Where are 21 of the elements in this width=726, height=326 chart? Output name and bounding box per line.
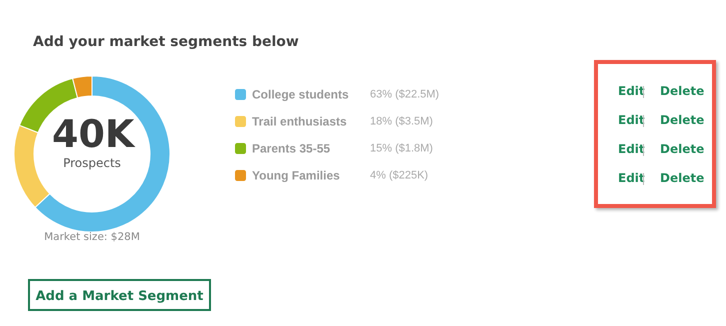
data-label: 4% ($225K) [370,170,428,182]
legend-label: Trail enthusiasts [252,114,348,128]
text: Edit [618,84,645,98]
legend-label: Young Families [252,168,340,182]
data-label: 63% ($22.5M) [370,88,440,100]
text: Delete [660,142,704,156]
text: Market size: $28M [43,231,141,243]
text: 40K [52,112,134,156]
text: Delete [660,171,704,185]
data-label: 15% ($1.8M) [370,142,433,154]
legend-label: Parents 35-55 [252,142,330,156]
text: Edit [618,171,645,185]
text: Add a Market Segment [28,279,211,311]
chart-title: Add your market segments below [33,34,299,50]
text: Prospects [62,156,122,170]
text: Delete [660,113,704,127]
data-label: 18% ($3.5M) [370,116,433,128]
text: Edit [618,142,645,156]
text: Delete [660,84,704,98]
legend-label: College students [252,88,350,102]
text: Edit [618,113,645,127]
